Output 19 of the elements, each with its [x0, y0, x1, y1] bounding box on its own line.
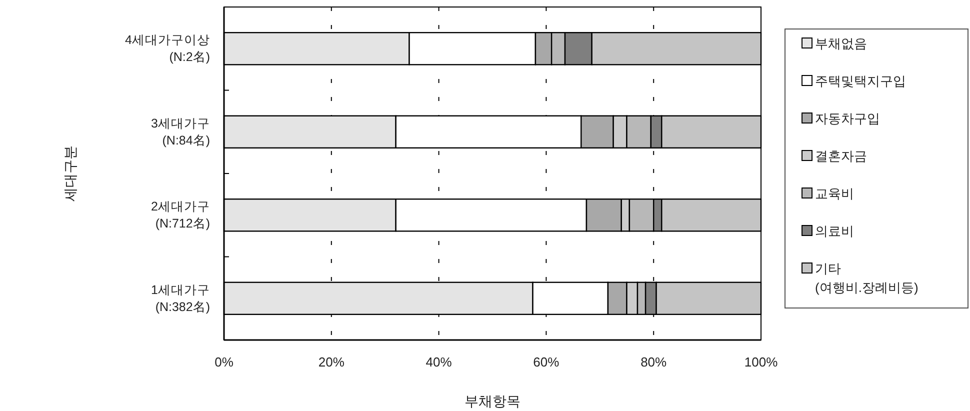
x-tick-label: 0% — [214, 354, 234, 370]
x-tick-label: 40% — [426, 354, 452, 370]
category: 3세대가구 (N:84名) — [151, 116, 210, 148]
category: 2세대가구 (N:712名) — [151, 200, 210, 231]
legend-label: 의료비 — [815, 223, 854, 238]
x-tick-label: 100% — [744, 354, 778, 370]
ylabel: 세대구분 — [62, 146, 78, 202]
x-tick-label: 60% — [533, 354, 560, 370]
legend-label: 주택및택지구입 — [815, 73, 906, 88]
legend-label: 기타 (여행비.장례비등) — [815, 260, 918, 294]
category: 1세대가구 (N:382名) — [151, 282, 210, 314]
legend-label: 부채없음 — [815, 36, 867, 50]
legend-label: 자동차구입 — [815, 110, 880, 126]
category: 4세대가구이상 (N:2名) — [125, 33, 210, 64]
x-tick-label: 80% — [640, 354, 667, 370]
legend-label: 교육비 — [815, 186, 854, 200]
xlabel: 부채항목 — [464, 393, 520, 409]
legend-label: 결혼자금 — [815, 148, 867, 163]
x-tick-label: 20% — [318, 354, 344, 370]
